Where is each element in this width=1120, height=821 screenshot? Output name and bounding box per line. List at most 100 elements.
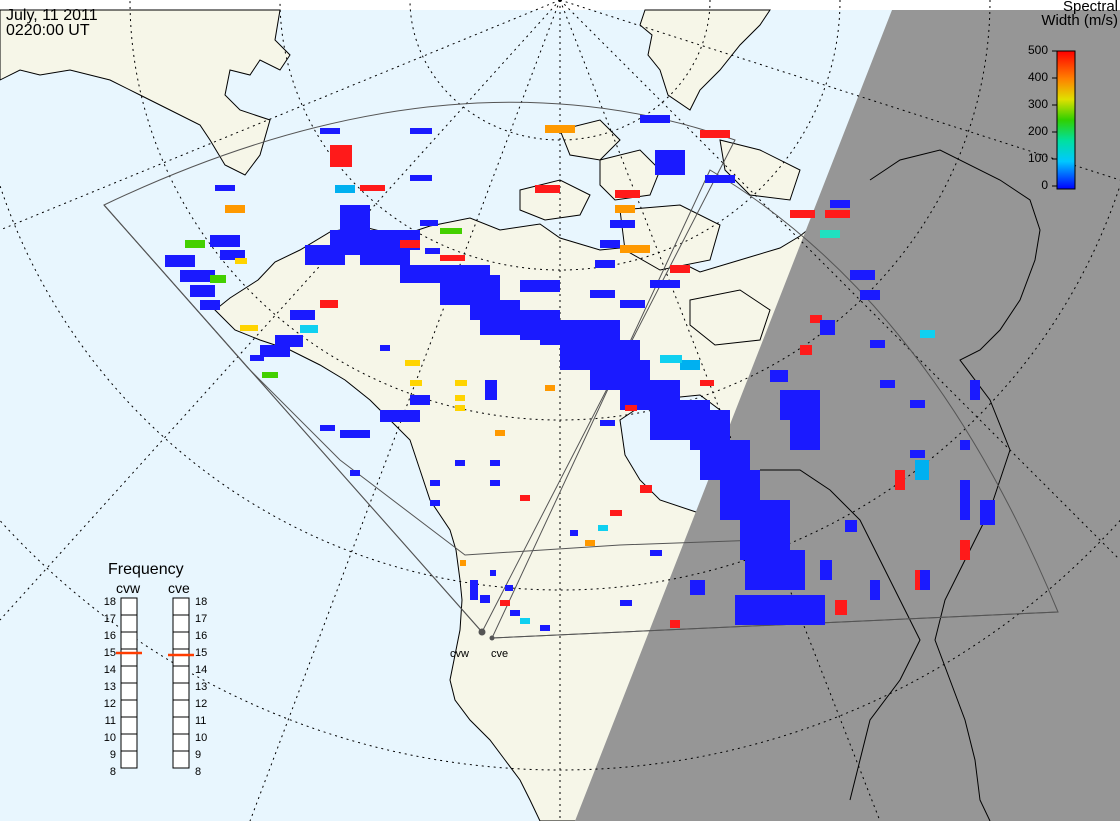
night-coastline (760, 469, 921, 801)
cve-scale-label: 10 (195, 732, 208, 744)
backscatter-cell (490, 570, 496, 576)
time-label: 0220:00 UT (6, 22, 90, 39)
backscatter-cell (455, 395, 465, 401)
cvw-scale-label: 13 (103, 681, 116, 693)
backscatter-cell (790, 420, 820, 450)
arctic-island (719, 139, 801, 201)
backscatter-cell (425, 248, 440, 254)
backscatter-cell (545, 125, 575, 133)
greenland-landmass (639, 9, 771, 111)
backscatter-cell (215, 185, 235, 191)
night-coastline (869, 149, 1041, 821)
backscatter-cell (640, 115, 670, 123)
backscatter-cell (225, 205, 245, 213)
cve-scale-label: 8 (195, 766, 202, 778)
cvw-scale-label: 10 (103, 732, 116, 744)
cvw-scale-label: 17 (103, 613, 116, 625)
backscatter-cell (660, 355, 682, 363)
backscatter-cell (360, 245, 410, 265)
backscatter-cell (410, 395, 430, 405)
backscatter-cell (970, 380, 980, 400)
cve-scale-label: 11 (195, 715, 207, 727)
colorbar-tick-label: 200 (1027, 124, 1048, 138)
backscatter-cell (625, 405, 637, 411)
cvw-scale-label: 14 (103, 664, 116, 676)
colorbar-scale (1056, 50, 1076, 190)
backscatter-cell (600, 420, 615, 426)
backscatter-cell (455, 380, 467, 386)
backscatter-cell (470, 580, 478, 600)
backscatter-cell (165, 255, 195, 267)
cve-scale-label: 12 (195, 698, 208, 710)
backscatter-cell (830, 200, 850, 208)
backscatter-cell (350, 470, 360, 476)
asia-landmass (0, 9, 291, 176)
backscatter-cell (600, 240, 620, 248)
cve-scale-label: 14 (195, 664, 208, 676)
backscatter-cell (240, 325, 258, 331)
colorbar-tick-label: 300 (1027, 97, 1048, 111)
backscatter-cell (895, 470, 905, 490)
cve-fov (491, 169, 1059, 639)
backscatter-cell (780, 390, 820, 420)
backscatter-cell (430, 480, 440, 486)
backscatter-cell (640, 485, 652, 493)
cve-site-label: cve (491, 648, 509, 660)
cve-scale-label: 16 (195, 630, 208, 642)
backscatter-cell (490, 480, 500, 486)
cve-gauge-label: cve (168, 580, 190, 596)
cvw-scale-label: 12 (103, 698, 116, 710)
colorbar-tick-label: 400 (1027, 70, 1048, 84)
colorbar-tick-marks (1052, 50, 1057, 187)
backscatter-cell (440, 255, 465, 261)
backscatter-cell (380, 345, 390, 351)
backscatter-cell (870, 580, 880, 600)
colorbar-title-line1: Spectral (1062, 0, 1118, 15)
backscatter-cell (705, 175, 735, 183)
backscatter-cell (735, 595, 825, 625)
colorbar-tick-label: 100 (1027, 151, 1048, 165)
backscatter-cell (680, 360, 700, 370)
colorbar-title: Spectral Width (m/s) (1010, 0, 1118, 28)
arctic-island (689, 289, 771, 346)
backscatter-cell (190, 285, 215, 297)
cvw-scale-label: 16 (103, 630, 116, 642)
colorbar-title-line2: Width (m/s) (1041, 12, 1118, 29)
backscatter-cell (405, 360, 420, 366)
backscatter-cell (250, 355, 264, 361)
cvw-scale-label: 9 (109, 749, 116, 761)
backscatter-cell (455, 460, 465, 466)
backscatter-cell (275, 335, 303, 347)
backscatter-cell (880, 380, 895, 388)
backscatter-cell (650, 550, 662, 556)
backscatter-cell (340, 430, 370, 438)
backscatter-cell (810, 315, 822, 323)
backscatter-cell (490, 460, 500, 466)
backscatter-cell (262, 372, 278, 378)
backscatter-cell (545, 385, 555, 391)
backscatter-cell (790, 210, 815, 218)
backscatter-cell (610, 220, 635, 228)
backscatter-cell (510, 610, 520, 616)
cve-site-marker (489, 635, 495, 641)
backscatter-cell (320, 300, 338, 308)
backscatter-cell (410, 380, 422, 386)
backscatter-cell (700, 380, 714, 386)
backscatter-cell (505, 585, 513, 591)
backscatter-cell (480, 595, 490, 603)
backscatter-cell (260, 345, 290, 357)
backscatter-cell (360, 185, 385, 191)
backscatter-cell (410, 128, 432, 134)
backscatter-cell (598, 525, 608, 531)
backscatter-cell (615, 190, 640, 198)
backscatter-cell (910, 400, 925, 408)
colorbar-tick-label: 0 (1041, 178, 1048, 192)
cve-scale-label: 15 (195, 647, 208, 659)
cvw-site-label: cvw (450, 648, 469, 660)
backscatter-cell (655, 150, 685, 175)
backscatter-cell (520, 495, 530, 501)
scatter-cells (165, 115, 995, 631)
backscatter-cell (290, 310, 315, 320)
backscatter-cell (200, 300, 220, 310)
